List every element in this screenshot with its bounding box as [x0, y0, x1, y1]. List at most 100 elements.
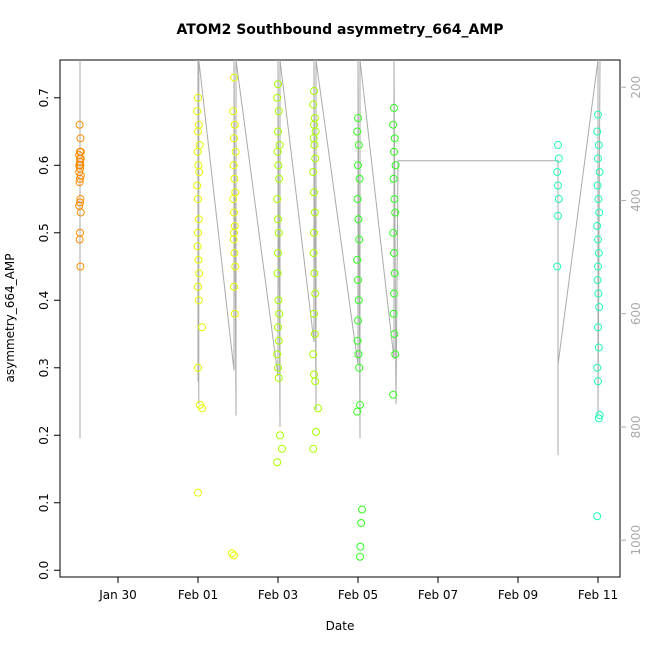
- point: [75, 178, 84, 187]
- point: [309, 444, 318, 453]
- point: [278, 444, 286, 453]
- point: [229, 161, 238, 170]
- point: [194, 363, 202, 372]
- point: [594, 195, 603, 204]
- point: [309, 350, 318, 359]
- point: [594, 414, 603, 423]
- y-tick-label: 0.5: [37, 223, 51, 242]
- point: [310, 269, 319, 278]
- point: [274, 323, 282, 332]
- x-axis-title: Date: [326, 619, 355, 633]
- point: [230, 551, 238, 560]
- point: [594, 235, 602, 244]
- point: [194, 296, 203, 305]
- point: [198, 323, 206, 332]
- point: [76, 262, 85, 271]
- point: [194, 195, 202, 204]
- point: [275, 174, 284, 183]
- point: [274, 107, 283, 116]
- point: [391, 208, 400, 217]
- point: [356, 400, 364, 409]
- y-tick-label: 0.3: [37, 358, 51, 377]
- point: [310, 330, 319, 339]
- point: [193, 181, 202, 190]
- point: [311, 377, 320, 386]
- point: [310, 87, 318, 96]
- point: [554, 154, 563, 163]
- point: [229, 195, 238, 204]
- point: [228, 549, 236, 558]
- point: [230, 134, 238, 143]
- point: [274, 363, 282, 372]
- point: [76, 147, 85, 156]
- point: [390, 147, 398, 156]
- point: [353, 195, 362, 204]
- point: [230, 120, 239, 129]
- point: [311, 289, 320, 298]
- point: [314, 404, 322, 413]
- point: [193, 107, 202, 116]
- point: [594, 343, 603, 352]
- point: [353, 336, 362, 345]
- point: [230, 249, 239, 258]
- point: [354, 215, 363, 224]
- point: [354, 350, 363, 359]
- point: [353, 407, 362, 416]
- point: [274, 228, 283, 237]
- y2-tick-label: 800: [629, 415, 643, 438]
- point: [193, 147, 202, 156]
- y2-tick-label: 200: [629, 76, 643, 99]
- point: [274, 373, 283, 382]
- point: [310, 309, 318, 318]
- point: [390, 103, 398, 112]
- depth-line: [79, 59, 601, 456]
- point: [75, 120, 84, 129]
- x-tick-label: Feb 11: [578, 588, 618, 602]
- point: [356, 542, 365, 551]
- point: [389, 228, 398, 237]
- y-tick-label: 0.7: [37, 88, 51, 107]
- point: [194, 488, 202, 497]
- plot-frame: [59, 59, 621, 578]
- point: [355, 174, 364, 183]
- y-tick-label: 0.4: [37, 291, 51, 310]
- y2-tick-label: 400: [629, 189, 643, 212]
- point: [594, 141, 603, 150]
- y-axis-title: asymmetry_664_AMP: [3, 254, 17, 383]
- point: [276, 431, 284, 440]
- x-tick-label: Feb 05: [338, 588, 378, 602]
- point: [593, 181, 602, 190]
- point: [274, 80, 282, 89]
- point: [274, 127, 282, 136]
- point: [353, 255, 362, 264]
- point: [273, 93, 282, 102]
- y-tick-label: 0.0: [37, 561, 51, 580]
- point: [194, 255, 203, 264]
- point: [75, 161, 84, 170]
- y-tick-label: 0.1: [37, 493, 51, 512]
- point: [198, 404, 206, 413]
- point: [231, 262, 240, 271]
- point: [194, 127, 202, 136]
- point: [312, 427, 320, 436]
- point: [194, 93, 202, 102]
- point: [274, 336, 283, 345]
- point: [595, 411, 604, 420]
- x-tick-label: Jan 30: [98, 588, 137, 602]
- point: [594, 289, 603, 298]
- point: [310, 188, 318, 197]
- point: [274, 249, 282, 258]
- point: [230, 174, 239, 183]
- point: [553, 262, 562, 271]
- point: [594, 262, 602, 271]
- point: [194, 228, 202, 237]
- point: [309, 100, 318, 109]
- y2-tick-label: 1000: [629, 525, 643, 556]
- point: [391, 161, 400, 170]
- point: [274, 215, 282, 224]
- point: [273, 269, 282, 278]
- point: [273, 195, 282, 204]
- point: [594, 154, 602, 163]
- chart-title: ATOM2 Southbound asymmetry_664_AMP: [176, 22, 503, 38]
